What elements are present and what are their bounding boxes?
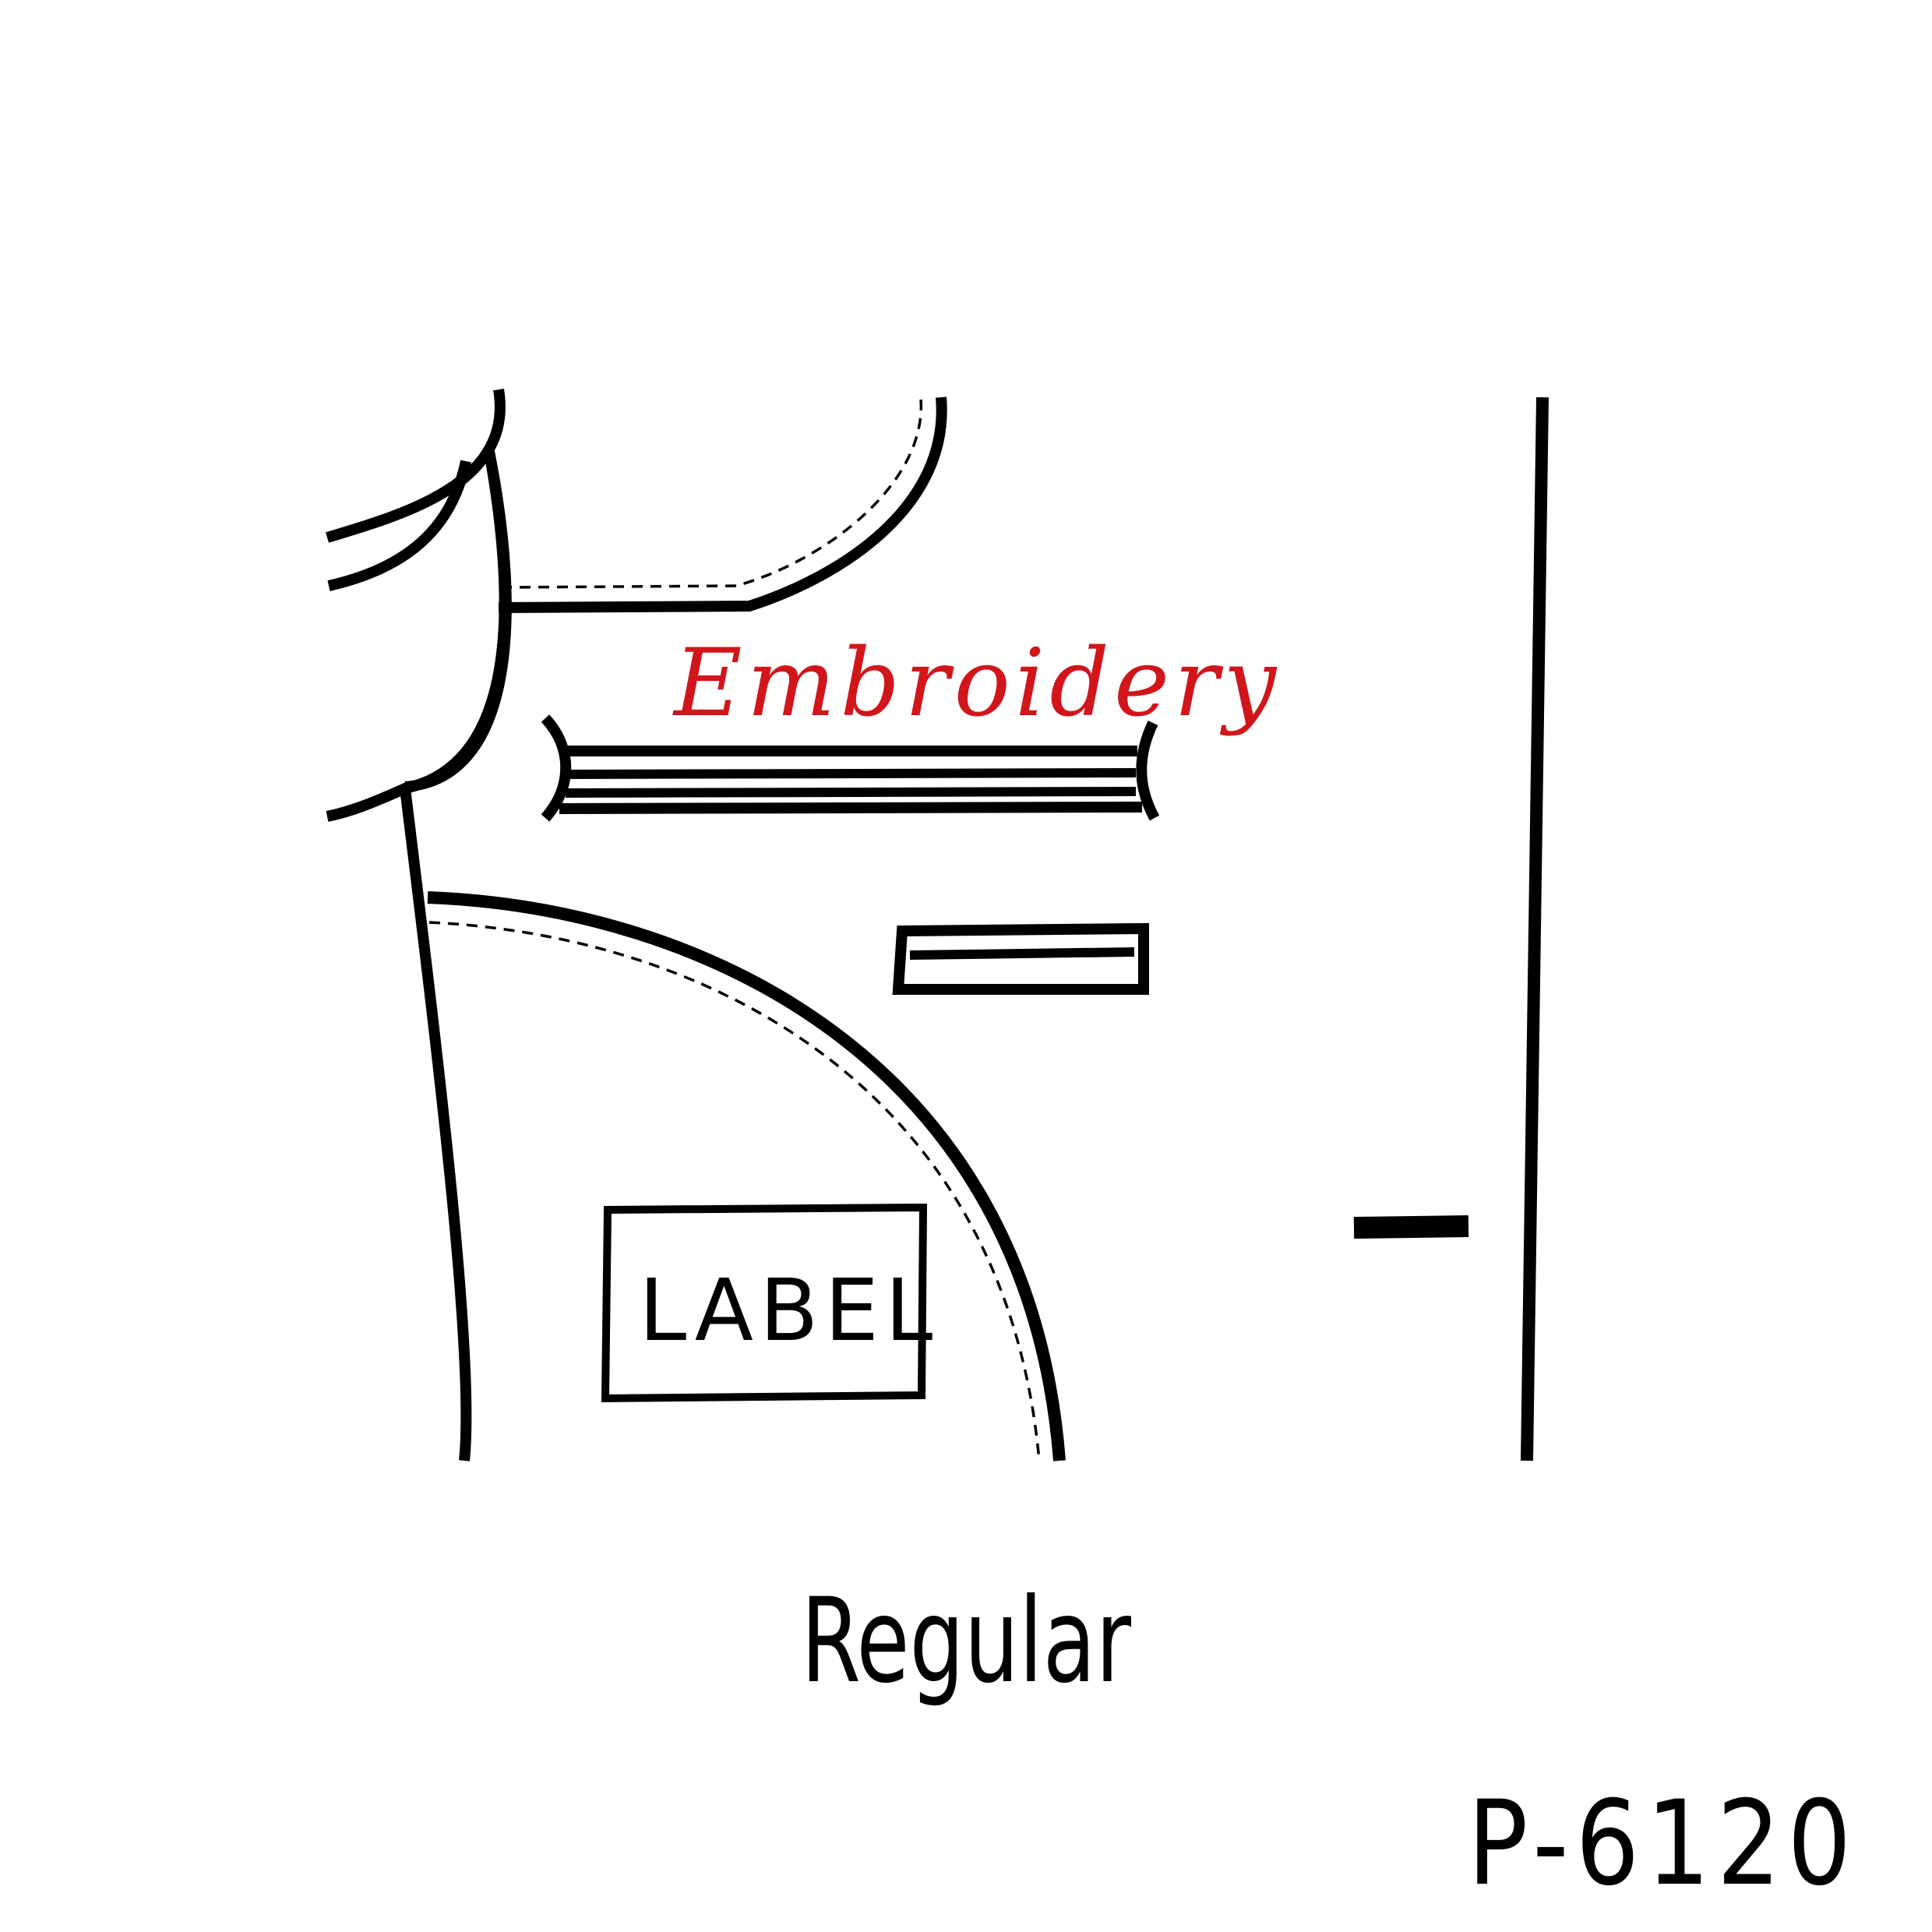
front-edge-line [400,788,472,1461]
label-box: LABEL [601,1203,939,1403]
label-box-outline [601,1203,928,1403]
collar-inner-curve [327,460,471,591]
label-text: LABEL [639,1260,939,1360]
style-name: Regular [801,1574,1131,1709]
embroidery-text: Embroidery [672,629,1281,738]
chest-pocket [541,714,1160,822]
side-tick-mark [1353,1215,1469,1239]
lapel-edge-lower [326,450,510,822]
collar-outer-curve [325,388,506,543]
small-pocket-outline [892,922,1149,995]
small-pocket [892,922,1149,995]
pocket-welt-middle [566,768,1137,779]
front-panel-curve [427,891,1066,1461]
small-pocket-welt [909,947,1135,960]
pocket-welt-bottom [559,802,1143,814]
neckline-seam [498,397,947,613]
front-panel-topstitch [428,921,1041,1461]
side-seam-line [1521,397,1549,1461]
pocket-welt-inner [565,787,1137,798]
pocket-right-bracket [1136,720,1160,821]
product-code: P-6120 [1467,1776,1858,1912]
pocket-left-bracket [541,714,572,822]
neckline-topstitch [500,398,922,589]
